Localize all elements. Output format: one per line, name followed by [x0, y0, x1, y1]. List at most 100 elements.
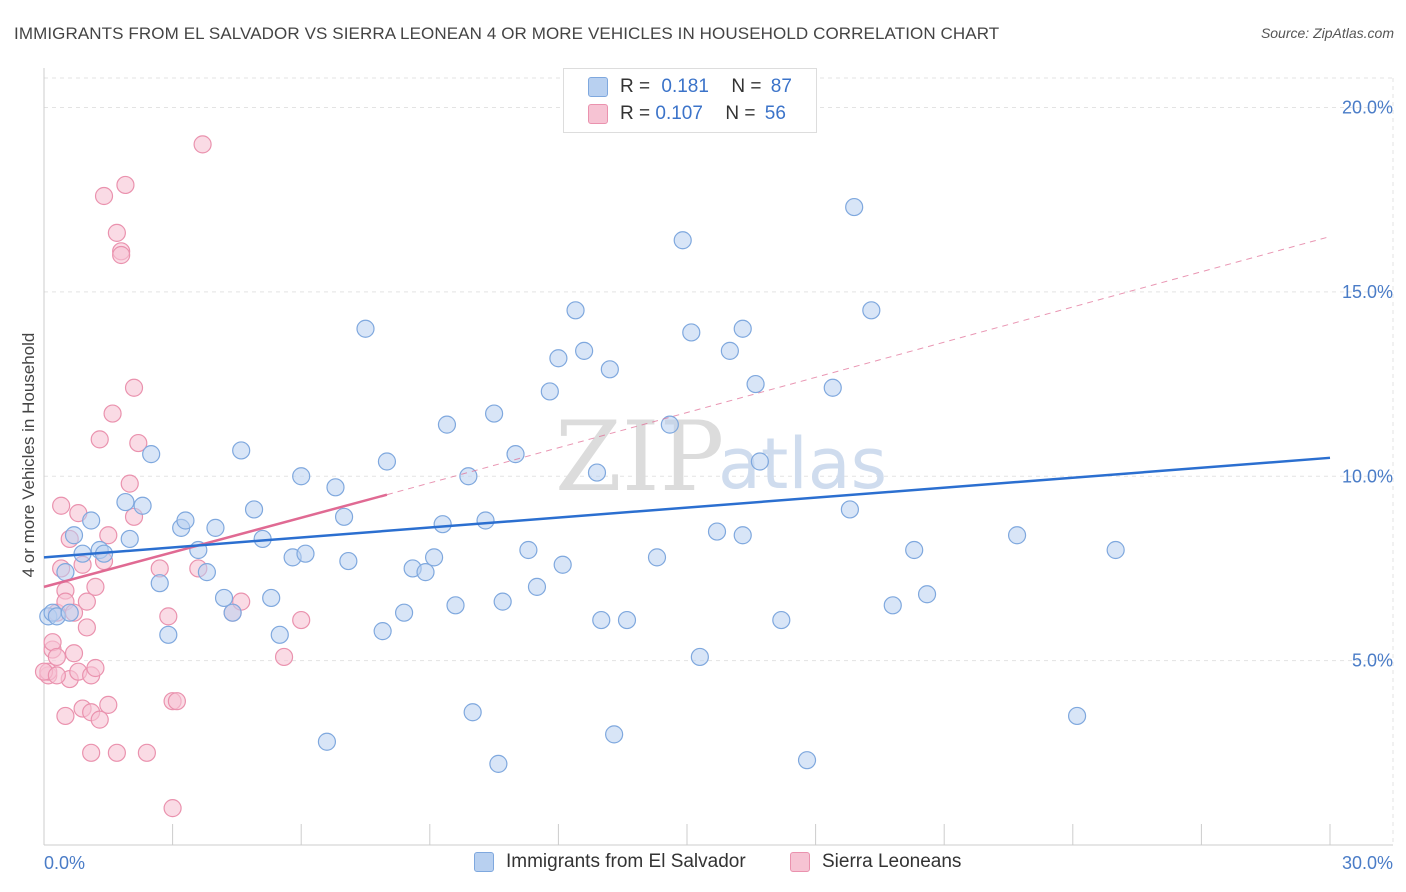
el-salvador-point — [690, 647, 709, 667]
el-salvador-point — [845, 197, 864, 217]
el-salvador-point — [317, 732, 337, 751]
bottom-legend-el-salvador: Immigrants from El Salvador — [474, 851, 746, 873]
bottom-legend-sierra-leoneans: Sierra Leoneans — [790, 851, 961, 873]
el-salvador-point — [485, 404, 504, 423]
el-salvador-point — [214, 588, 234, 608]
el-salvador-point — [549, 349, 568, 368]
y-axis-label: 4 or more Vehicles in Household — [19, 333, 38, 578]
el-salvador-point — [647, 548, 667, 567]
el-salvador-point — [56, 563, 75, 582]
el-salvador-point — [797, 751, 817, 770]
el-salvador-point — [446, 596, 465, 615]
sierra-leonean-point — [120, 474, 139, 493]
el-salvador-point — [1007, 526, 1027, 545]
el-salvador-point — [197, 563, 216, 582]
legend-r-label: R = — [620, 103, 651, 124]
el-salvador-point — [1067, 706, 1087, 726]
series-el-salvador — [39, 197, 1125, 773]
sierra-leonean-point — [107, 743, 126, 762]
el-salvador-point — [433, 515, 452, 534]
el-salvador-point — [883, 596, 902, 615]
el-salvador-point — [506, 445, 525, 464]
el-salvador-point — [519, 540, 538, 560]
legend-r-value: 0.181 — [661, 76, 709, 97]
el-salvador-point — [605, 725, 624, 744]
sierra-leonean-point — [159, 607, 178, 626]
el-salvador-point — [133, 496, 152, 515]
el-salvador-point — [373, 622, 392, 641]
el-salvador-point — [142, 445, 161, 464]
el-salvador-point — [673, 231, 692, 250]
sierra-leonean-point — [167, 692, 186, 711]
sierra-leonean-point — [47, 647, 66, 667]
tick-labels: 5.0% 10.0% 15.0% 20.0% 0.0% 30.0% — [44, 98, 1393, 874]
legend-n-value: 56 — [764, 103, 786, 124]
el-salvador-point — [862, 301, 881, 320]
sierra-leonean-point — [94, 186, 114, 206]
sierra-leonean-point — [193, 135, 212, 154]
y-tick-label: 10.0% — [1342, 466, 1393, 486]
el-salvador-point — [270, 625, 289, 644]
sierra-leonean-point — [129, 433, 148, 453]
bottom-legend-label: Immigrants from El Salvador — [506, 851, 746, 872]
el-salvador-trend-line — [43, 456, 1331, 559]
legend-swatch-pink — [588, 104, 608, 124]
el-salvador-point — [489, 754, 508, 773]
el-salvador-point — [206, 518, 225, 537]
el-salvador-point — [720, 341, 739, 360]
legend-swatch-blue — [588, 77, 608, 97]
el-salvador-point — [840, 500, 859, 519]
el-salvador-point — [772, 610, 791, 630]
sierra-leonean-point — [90, 430, 109, 449]
el-salvador-point — [527, 577, 547, 596]
el-salvador-point — [82, 511, 101, 530]
el-salvador-point — [176, 511, 195, 530]
sierra-leonean-point — [137, 743, 156, 762]
sierra-leonean-point — [103, 404, 122, 423]
sierra-leonean-point — [86, 658, 105, 678]
sierra-leonean-point — [56, 706, 75, 726]
el-salvador-point — [159, 625, 178, 644]
el-salvador-point — [60, 603, 79, 622]
legend-r-label: R = — [620, 76, 651, 97]
sierra-leonean-point — [86, 577, 105, 596]
stats-legend: R = 0.181 N = 87 R = 0.107 N = 56 — [563, 68, 817, 133]
el-salvador-point — [326, 478, 345, 497]
el-salvador-point — [707, 522, 727, 541]
el-salvador-point — [416, 563, 435, 582]
el-salvador-point — [917, 585, 937, 604]
el-salvador-point — [64, 526, 84, 545]
legend-n-label: N = — [725, 103, 756, 124]
el-salvador-point — [424, 548, 444, 567]
watermark-zip: ZIP — [555, 401, 724, 513]
sierra-leonean-point — [77, 592, 96, 611]
el-salvador-point — [566, 301, 585, 320]
el-salvador-point — [334, 507, 354, 526]
el-salvador-point — [553, 555, 572, 574]
el-salvador-point — [339, 551, 358, 571]
el-salvador-point — [750, 452, 769, 471]
el-salvador-point — [682, 323, 701, 342]
el-salvador-point — [592, 610, 611, 630]
sierra-leonean-point — [116, 175, 135, 195]
el-salvador-point — [587, 463, 607, 482]
sierra-leonean-trend-line — [43, 493, 388, 589]
el-salvador-point — [600, 360, 619, 379]
sierra-leonean-point — [163, 799, 182, 818]
watermark: ZIP atlas — [555, 401, 887, 513]
watermark-atlas: atlas — [718, 423, 887, 505]
sierra-leonean-point — [99, 526, 118, 545]
el-salvador-point — [377, 452, 397, 471]
sierra-leonean-point — [274, 647, 294, 667]
sierra-leonean-point — [292, 610, 311, 630]
el-salvador-point — [1106, 540, 1125, 560]
y-tick-label: 15.0% — [1342, 282, 1393, 302]
el-salvador-point — [262, 588, 281, 608]
sierra-leonean-point — [47, 666, 66, 685]
bottom-legend: Immigrants from El Salvador Sierra Leone… — [0, 851, 1406, 877]
el-salvador-point — [232, 441, 251, 460]
sierra-leonean-point — [107, 223, 126, 242]
bottom-swatch-blue — [474, 852, 494, 872]
el-salvador-point — [733, 319, 752, 338]
